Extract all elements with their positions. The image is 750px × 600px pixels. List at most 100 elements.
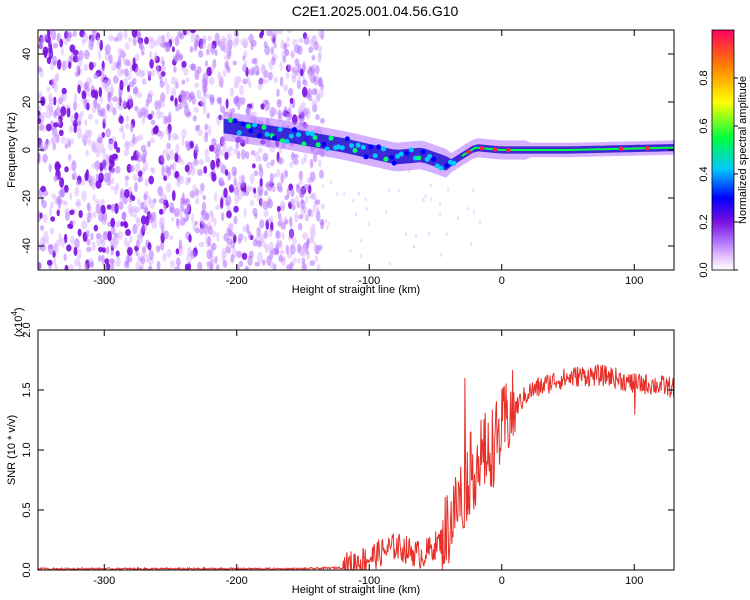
noise-dot [107,139,114,151]
noise-dot [125,115,129,123]
noise-dot [196,89,202,100]
colorbar-tick-label: 0.4 [698,166,710,181]
noise-dot [38,261,42,270]
noise-dot [190,32,195,43]
noise-dot [57,103,60,112]
noise-dot [95,198,100,206]
noise-dot [243,60,248,66]
noise-dot [129,165,135,172]
noise-dot [240,149,246,160]
noise-dot [120,99,127,109]
noise-dot [194,143,199,155]
noise-dot [284,194,290,201]
noise-dot [118,127,124,133]
noise-dot [60,237,66,248]
noise-dot [178,239,183,251]
noise-dot [119,48,125,54]
noise-dot [179,208,183,219]
noise-dot [124,58,129,65]
noise-dot [227,172,232,181]
noise-dot [44,34,49,40]
noise-dot [300,246,307,258]
noise-dot [384,210,388,214]
noise-dot [299,178,303,186]
ridge-blob [252,122,258,128]
noise-dot [78,50,84,61]
noise-dot [230,107,236,114]
ridge-blob [288,133,294,139]
noise-dot [216,231,220,242]
noise-dot [202,72,209,84]
noise-dot [354,212,357,217]
noise-dot [180,158,184,166]
ridge-blob [321,141,327,147]
noise-dot [307,208,312,217]
noise-dot [110,185,114,191]
noise-dot [233,215,238,225]
noise-dot [277,156,283,165]
noise-dot [307,95,313,102]
noise-dot [210,259,216,265]
noise-dot [78,210,83,218]
noise-dot [97,255,102,262]
snr-multiplier-close: ) [13,307,25,311]
ridge-blob [381,146,386,152]
noise-dot [95,232,102,240]
noise-dot [81,90,87,100]
noise-dot [292,39,298,47]
noise-dot [306,88,313,98]
noise-dot [133,174,138,182]
noise-dot [69,44,76,53]
noise-dot [91,89,97,98]
noise-dot [124,142,129,150]
noise-dot [250,42,254,51]
noise-dot [258,147,263,154]
noise-dot [295,195,299,206]
colorbar-tick-label: 0.2 [698,214,710,229]
ridge-blob [431,156,437,162]
noise-dot [116,147,121,153]
noise-dot [166,142,171,150]
noise-dot [352,198,355,203]
ridge-blob [383,156,389,162]
noise-dot [280,172,285,184]
noise-dot [145,98,149,108]
noise-dot [404,232,408,237]
ridge-blob [232,118,238,124]
noise-dot [57,118,61,126]
noise-dot [289,262,294,270]
noise-dot [249,199,255,207]
noise-dot [51,193,57,199]
noise-dot [241,252,248,260]
noise-dot [87,137,92,146]
noise-dot [70,235,75,245]
colorbar: 0.0 0.2 0.4 0.6 0.8 Normalized spectral ampl… [698,29,749,278]
noise-dot [322,184,325,189]
noise-dot [255,151,260,162]
noise-dot [58,97,63,105]
noise-dot [105,246,110,254]
noise-dot [169,163,174,170]
noise-dot [289,161,294,168]
noise-dot [279,217,284,224]
noise-dot [183,68,189,76]
noise-dot [262,152,269,162]
noise-dot [184,164,190,173]
noise-dot [185,30,191,35]
ridge-blob [434,163,440,169]
noise-dot [176,181,181,188]
noise-dot [175,248,180,255]
noise-dot [292,159,299,165]
noise-dot [286,30,293,34]
noise-dot [223,187,228,198]
noise-dot [277,30,284,35]
noise-dot [271,33,277,44]
noise-dot [85,150,89,157]
noise-dot [64,207,70,215]
noise-dot [196,124,201,131]
ridge-blob [246,123,251,129]
noise-dot [232,60,237,66]
noise-dot [253,187,257,194]
noise-dot [141,224,147,232]
noise-dot [107,221,112,227]
